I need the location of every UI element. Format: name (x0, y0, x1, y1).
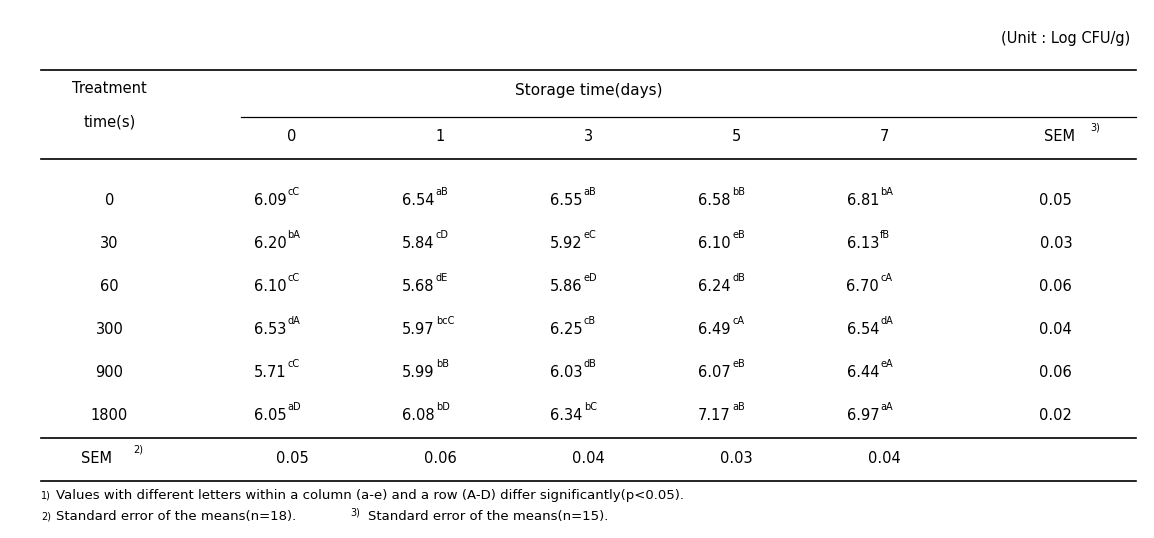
Text: 1): 1) (42, 491, 51, 500)
Text: 6.34: 6.34 (550, 408, 583, 423)
Text: 0.03: 0.03 (720, 451, 752, 466)
Text: 5.92: 5.92 (550, 236, 583, 251)
Text: Standard error of the means(n=18).: Standard error of the means(n=18). (57, 510, 297, 523)
Text: 1: 1 (435, 130, 444, 144)
Text: 0.05: 0.05 (276, 451, 308, 466)
Text: 5.84: 5.84 (402, 236, 435, 251)
Text: 7: 7 (881, 130, 890, 144)
Text: bA: bA (881, 187, 893, 197)
Text: 300: 300 (96, 322, 123, 337)
Text: Standard error of the means(n=15).: Standard error of the means(n=15). (368, 510, 608, 523)
Text: bC: bC (584, 402, 597, 412)
Text: eD: eD (584, 273, 598, 283)
Text: 6.81: 6.81 (847, 193, 879, 208)
Text: 5.71: 5.71 (254, 365, 286, 380)
Text: 6.07: 6.07 (698, 365, 730, 380)
Text: cB: cB (584, 316, 595, 326)
Text: 5.86: 5.86 (550, 279, 583, 294)
Text: 5: 5 (732, 130, 741, 144)
Text: aA: aA (881, 402, 893, 412)
Text: 0.04: 0.04 (1040, 322, 1072, 337)
Text: 0.04: 0.04 (572, 451, 605, 466)
Text: 6.54: 6.54 (847, 322, 879, 337)
Text: aB: aB (435, 187, 449, 197)
Text: SEM: SEM (81, 451, 112, 466)
Text: 7.17: 7.17 (698, 408, 730, 423)
Text: eB: eB (732, 230, 744, 240)
Text: bcC: bcC (435, 316, 454, 326)
Text: 6.03: 6.03 (550, 365, 583, 380)
Text: Storage time(days): Storage time(days) (515, 83, 662, 98)
Text: 2): 2) (42, 512, 51, 521)
Text: cC: cC (287, 359, 300, 369)
Text: cA: cA (732, 316, 744, 326)
Text: dB: dB (584, 359, 597, 369)
Text: Treatment: Treatment (73, 81, 147, 96)
Text: fB: fB (881, 230, 891, 240)
Text: 0: 0 (105, 193, 114, 208)
Text: 6.53: 6.53 (254, 322, 286, 337)
Text: 6.54: 6.54 (402, 193, 435, 208)
Text: bA: bA (287, 230, 300, 240)
Text: bB: bB (732, 187, 745, 197)
Text: 6.20: 6.20 (254, 236, 286, 251)
Text: cC: cC (287, 187, 300, 197)
Text: 6.08: 6.08 (402, 408, 435, 423)
Text: Values with different letters within a column (a-e) and a row (A-D) differ signi: Values with different letters within a c… (57, 489, 684, 502)
Text: 6.25: 6.25 (550, 322, 583, 337)
Text: cC: cC (287, 273, 300, 283)
Text: bB: bB (435, 359, 449, 369)
Text: 0: 0 (287, 130, 297, 144)
Text: 3): 3) (1091, 123, 1100, 132)
Text: 6.13: 6.13 (847, 236, 879, 251)
Text: 0.02: 0.02 (1040, 408, 1072, 423)
Text: dB: dB (732, 273, 745, 283)
Text: aD: aD (287, 402, 301, 412)
Text: aB: aB (732, 402, 744, 412)
Text: cD: cD (435, 230, 449, 240)
Text: 5.97: 5.97 (402, 322, 435, 337)
Text: 6.49: 6.49 (698, 322, 730, 337)
Text: 60: 60 (100, 279, 119, 294)
Text: dE: dE (435, 273, 448, 283)
Text: 6.24: 6.24 (698, 279, 730, 294)
Text: 6.09: 6.09 (254, 193, 286, 208)
Text: 0.06: 0.06 (424, 451, 457, 466)
Text: 6.70: 6.70 (846, 279, 879, 294)
Text: 6.97: 6.97 (847, 408, 879, 423)
Text: dA: dA (881, 316, 893, 326)
Text: 0.03: 0.03 (1040, 236, 1072, 251)
Text: 5.99: 5.99 (402, 365, 435, 380)
Text: time(s): time(s) (83, 115, 136, 130)
Text: 6.05: 6.05 (254, 408, 286, 423)
Text: (Unit : Log CFU/g): (Unit : Log CFU/g) (1001, 31, 1130, 46)
Text: 0.06: 0.06 (1040, 365, 1072, 380)
Text: 0.04: 0.04 (869, 451, 901, 466)
Text: aB: aB (584, 187, 597, 197)
Text: 3: 3 (584, 130, 593, 144)
Text: dA: dA (287, 316, 300, 326)
Text: 6.10: 6.10 (254, 279, 286, 294)
Text: 2): 2) (134, 445, 143, 455)
Text: 0.06: 0.06 (1040, 279, 1072, 294)
Text: bD: bD (435, 402, 450, 412)
Text: 6.10: 6.10 (698, 236, 730, 251)
Text: cA: cA (881, 273, 892, 283)
Text: eB: eB (732, 359, 744, 369)
Text: SEM: SEM (1044, 130, 1076, 144)
Text: eA: eA (881, 359, 893, 369)
Text: 900: 900 (96, 365, 123, 380)
Text: eC: eC (584, 230, 597, 240)
Text: 6.58: 6.58 (698, 193, 730, 208)
Text: 0.05: 0.05 (1040, 193, 1072, 208)
Text: 5.68: 5.68 (402, 279, 435, 294)
Text: 6.44: 6.44 (847, 365, 879, 380)
Text: 6.55: 6.55 (550, 193, 583, 208)
Text: 1800: 1800 (91, 408, 128, 423)
Text: 3): 3) (350, 508, 360, 518)
Text: 30: 30 (100, 236, 119, 251)
